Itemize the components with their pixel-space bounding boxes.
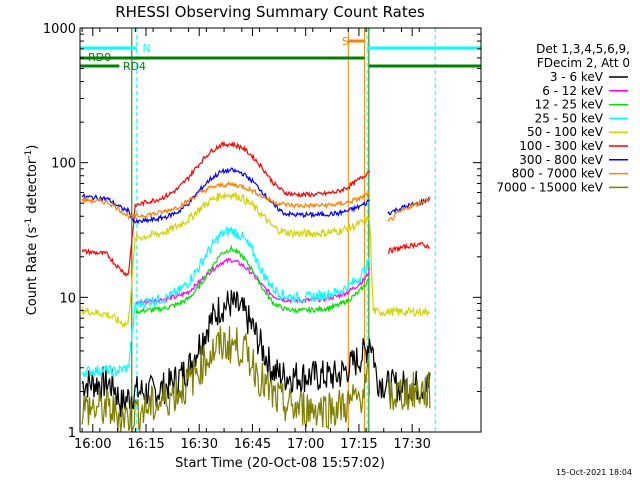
y-tick-label: 100	[51, 157, 76, 172]
axis-ticks: 16:00 16:15 16:30 16:45 17:00 17:15 17:30 1 10 10…	[43, 22, 481, 452]
x-axis-label: Start Time (20-Oct-08 15:57:02)	[175, 456, 385, 471]
y-tick-label: 1	[68, 426, 76, 441]
y-axis-label: Count Rate (s-1 detector-1)	[24, 145, 40, 316]
x-tick-label: 16:45	[234, 437, 271, 452]
series-line-1	[135, 257, 371, 306]
y-axis-label-main: Count Rate (s	[25, 227, 40, 316]
legend-header-line-1: Det 1,3,4,5,6,9,	[536, 42, 630, 56]
n-flag-label: N	[142, 42, 150, 55]
y-tick-label: 10	[59, 291, 76, 306]
y-axis-label-tail: detector	[25, 158, 40, 218]
legend-label-6: 300 - 800 keV	[519, 153, 603, 167]
series-lines	[81, 140, 431, 433]
legend-label-7: 800 - 7000 keV	[512, 167, 604, 181]
x-tick-label: 16:30	[181, 437, 218, 452]
flag-bars: RD0 RD4 N S	[80, 28, 481, 432]
x-tick-label: 17:30	[393, 437, 430, 452]
series-line-0	[81, 290, 431, 418]
legend-label-4: 50 - 100 keV	[527, 125, 604, 139]
y-axis-label-close: )	[25, 145, 40, 150]
rd4-flag-label: RD4	[123, 60, 146, 73]
series-line-2	[135, 244, 371, 316]
y-axis-label-tail-sup: -1	[24, 150, 34, 159]
legend-label-8: 7000 - 15000 keV	[496, 180, 603, 194]
footer-date: 15-Oct-2021 18:04	[556, 468, 632, 477]
series-line-8	[81, 326, 431, 433]
legend-label-1: 6 - 12 keV	[542, 84, 604, 98]
x-tick-label: 17:00	[287, 437, 324, 452]
legend-label-3: 25 - 50 keV	[535, 111, 604, 125]
y-tick-label: 1000	[43, 22, 76, 37]
series-line-3	[81, 225, 371, 379]
rd0-flag-label: RD0	[88, 51, 111, 64]
legend-header-line-2: FDecim 2, Att 0	[537, 56, 630, 70]
x-tick-label: 16:00	[74, 437, 111, 452]
y-axis-label-sup: -1	[24, 218, 34, 227]
x-tick-label: 16:15	[127, 437, 164, 452]
legend-label-2: 12 - 25 keV	[535, 98, 604, 112]
legend-label-0: 3 - 6 keV	[550, 70, 604, 84]
plot-frame	[79, 27, 482, 433]
series-line-7	[81, 180, 431, 222]
legend-label-5: 100 - 300 keV	[519, 139, 603, 153]
legend: Det 1,3,4,5,6,9, FDecim 2, Att 0 3 - 6 k…	[496, 42, 630, 194]
series-line-4	[81, 191, 431, 329]
x-tick-label: 17:15	[340, 437, 377, 452]
series-line-5	[81, 140, 431, 278]
chart-title: RHESSI Observing Summary Count Rates	[115, 3, 425, 21]
s-flag-label: S	[342, 35, 349, 48]
